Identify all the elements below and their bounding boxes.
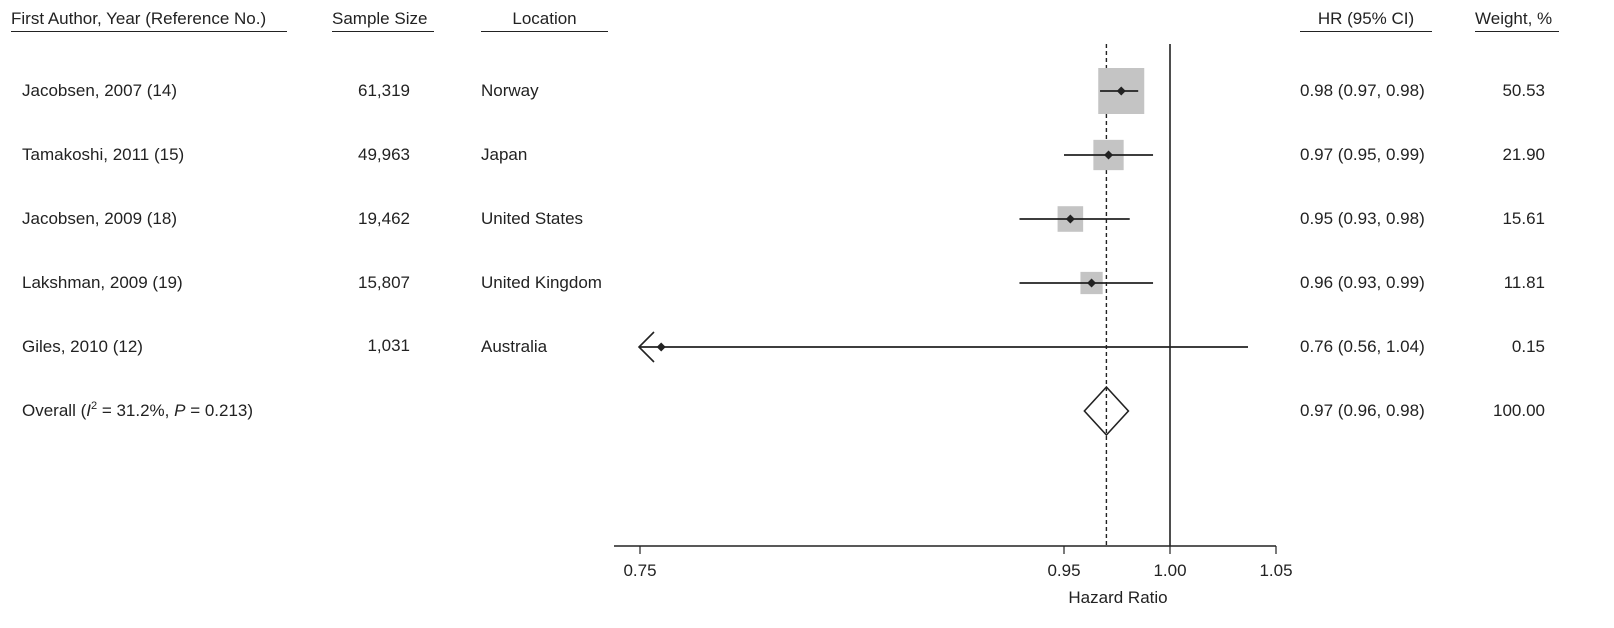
- ci-truncation-arrow: [637, 331, 655, 363]
- overall-weight: 100.00: [1493, 401, 1545, 420]
- row-sample-size: 1,031: [367, 336, 410, 355]
- row-hr-ci: 0.95 (0.93, 0.98): [1300, 209, 1425, 228]
- row-study-name: Lakshman, 2009 (19): [22, 273, 183, 292]
- row-location: Australia: [481, 337, 548, 356]
- row-study-name: Jacobsen, 2009 (18): [22, 209, 177, 228]
- header-sample-underline: [332, 31, 434, 32]
- header-sample-size: Sample Size: [332, 9, 428, 28]
- study-point-estimate: [656, 342, 666, 352]
- row-hr-ci: 0.76 (0.56, 1.04): [1300, 337, 1425, 356]
- row-location: United States: [481, 209, 584, 228]
- overall-label: Overall (I2 = 31.2%, P = 0.213): [22, 400, 254, 421]
- row-location: United Kingdom: [481, 273, 602, 292]
- header-weight: Weight, %: [1475, 9, 1553, 28]
- header-location: Location: [512, 9, 577, 28]
- header-location-underline: [481, 31, 608, 32]
- header-study: First Author, Year (Reference No.): [11, 9, 267, 28]
- row-study-name: Jacobsen, 2007 (14): [22, 81, 177, 100]
- row-study-name: Giles, 2010 (12): [22, 337, 143, 356]
- row-weight: 11.81: [1503, 273, 1545, 292]
- row-hr-ci: 0.96 (0.93, 0.99): [1300, 273, 1425, 292]
- row-sample-size: 61,319: [358, 81, 410, 100]
- study-point-estimate: [1104, 150, 1114, 160]
- x-tick-label: 0.95: [1047, 561, 1080, 580]
- row-weight: 50.53: [1502, 81, 1545, 100]
- x-axis-title: Hazard Ratio: [1068, 588, 1167, 607]
- row-sample-size: 49,963: [358, 145, 410, 164]
- row-weight: 21.90: [1502, 145, 1545, 164]
- row-study-name: Tamakoshi, 2011 (15): [22, 145, 185, 164]
- row-location: Japan: [481, 145, 528, 164]
- row-weight: 15.61: [1502, 209, 1545, 228]
- x-tick-label: 0.75: [623, 561, 656, 580]
- study-point-estimate: [1087, 278, 1097, 288]
- row-hr-ci: 0.97 (0.95, 0.99): [1300, 145, 1425, 164]
- study-point-estimate: [1065, 214, 1075, 224]
- row-location: Norway: [481, 81, 539, 100]
- header-weight-underline: [1475, 31, 1559, 32]
- overall-diamond: [1083, 385, 1130, 437]
- header-study-underline: [11, 31, 287, 32]
- row-sample-size: 15,807: [358, 273, 410, 292]
- header-hr: HR (95% CI): [1317, 9, 1415, 28]
- header-hr-underline: [1300, 31, 1432, 32]
- x-tick-label: 1.00: [1153, 561, 1186, 580]
- study-point-estimate: [1116, 86, 1126, 96]
- row-sample-size: 19,462: [358, 209, 410, 228]
- row-weight: 0.15: [1511, 337, 1545, 356]
- row-hr-ci: 0.98 (0.97, 0.98): [1300, 81, 1425, 100]
- x-tick-label: 1.05: [1259, 561, 1292, 580]
- overall-hr-ci: 0.97 (0.96, 0.98): [1300, 401, 1425, 420]
